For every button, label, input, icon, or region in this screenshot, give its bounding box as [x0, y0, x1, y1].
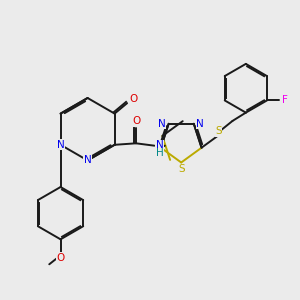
Text: O: O — [132, 116, 140, 126]
Text: N: N — [84, 155, 92, 165]
Text: F: F — [282, 95, 288, 105]
Text: S: S — [178, 164, 184, 174]
Text: N: N — [156, 140, 164, 150]
Text: N: N — [158, 119, 166, 129]
Text: O: O — [56, 253, 65, 263]
Text: N: N — [57, 140, 64, 150]
Text: H: H — [156, 148, 164, 158]
Text: O: O — [130, 94, 138, 104]
Text: N: N — [196, 119, 204, 129]
Text: S: S — [215, 126, 222, 136]
